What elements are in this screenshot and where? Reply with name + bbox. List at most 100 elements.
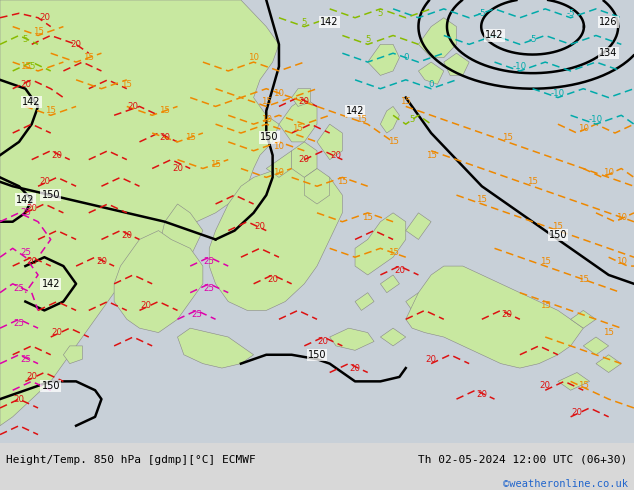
Polygon shape <box>266 151 292 177</box>
Text: 5: 5 <box>410 115 415 124</box>
Polygon shape <box>406 266 583 368</box>
Text: 5: 5 <box>302 18 307 26</box>
Polygon shape <box>418 62 444 84</box>
Text: 15: 15 <box>45 106 56 115</box>
Text: 20: 20 <box>254 221 266 231</box>
Text: Height/Temp. 850 hPa [gdmp][°C] ECMWF: Height/Temp. 850 hPa [gdmp][°C] ECMWF <box>6 455 256 465</box>
Text: 20: 20 <box>96 257 107 266</box>
Text: 150: 150 <box>307 350 327 360</box>
Polygon shape <box>209 169 342 311</box>
Text: 10: 10 <box>273 89 285 98</box>
Polygon shape <box>178 328 254 368</box>
Polygon shape <box>380 275 399 293</box>
Text: 20: 20 <box>140 301 152 311</box>
Polygon shape <box>596 355 621 372</box>
Text: 142: 142 <box>485 30 504 41</box>
Text: Th 02-05-2024 12:00 UTC (06+30): Th 02-05-2024 12:00 UTC (06+30) <box>418 455 628 465</box>
Text: 15: 15 <box>400 98 411 106</box>
Text: 5: 5 <box>365 35 370 45</box>
Text: 20: 20 <box>425 355 437 364</box>
Text: 15: 15 <box>210 160 221 169</box>
Text: 15: 15 <box>527 177 538 186</box>
Text: 15: 15 <box>362 213 373 222</box>
Text: 15: 15 <box>425 151 437 160</box>
Polygon shape <box>292 89 311 106</box>
Text: 15: 15 <box>387 137 399 147</box>
Text: 20: 20 <box>501 310 513 319</box>
Text: -5: -5 <box>477 9 486 18</box>
Text: 25: 25 <box>191 310 202 319</box>
Polygon shape <box>418 18 456 58</box>
Text: 10: 10 <box>273 142 285 151</box>
Text: 20: 20 <box>26 257 37 266</box>
Text: 20: 20 <box>51 328 63 337</box>
Text: 142: 142 <box>320 17 339 27</box>
Text: ©weatheronline.co.uk: ©weatheronline.co.uk <box>503 479 628 490</box>
Text: 15: 15 <box>337 177 348 186</box>
Text: 20: 20 <box>394 266 405 275</box>
Text: 20: 20 <box>299 155 310 164</box>
Text: 142: 142 <box>16 195 35 204</box>
Text: -10: -10 <box>551 89 565 98</box>
Text: 20: 20 <box>51 151 63 160</box>
Text: 10: 10 <box>248 53 259 62</box>
Text: 25: 25 <box>20 355 31 364</box>
Polygon shape <box>380 328 406 346</box>
Text: 15: 15 <box>356 115 367 124</box>
Text: 20: 20 <box>318 337 329 346</box>
Text: 0: 0 <box>403 53 408 62</box>
Text: 10: 10 <box>616 213 627 222</box>
Text: -5: -5 <box>528 35 537 45</box>
Text: 15: 15 <box>578 381 589 391</box>
Text: 5: 5 <box>378 9 383 18</box>
Text: 15: 15 <box>540 301 551 311</box>
Polygon shape <box>330 328 374 350</box>
Text: 5: 5 <box>29 62 34 71</box>
Text: 142: 142 <box>346 106 365 116</box>
Text: 10: 10 <box>616 257 627 266</box>
Text: 20: 20 <box>39 13 50 22</box>
Text: 25: 25 <box>20 208 31 218</box>
Text: 25: 25 <box>13 284 25 293</box>
Text: 150: 150 <box>548 230 567 240</box>
Polygon shape <box>304 169 330 204</box>
Text: 134: 134 <box>600 48 618 58</box>
Polygon shape <box>279 98 317 142</box>
Text: 15: 15 <box>184 133 196 142</box>
Polygon shape <box>0 0 279 426</box>
Text: 20: 20 <box>540 381 551 391</box>
Text: 20: 20 <box>121 230 133 240</box>
Text: 15: 15 <box>261 98 272 106</box>
Text: 25: 25 <box>13 319 25 328</box>
Text: 20: 20 <box>39 177 50 186</box>
Text: 150: 150 <box>41 190 60 200</box>
Text: 15: 15 <box>83 53 94 62</box>
Text: 20: 20 <box>26 204 37 213</box>
Text: 126: 126 <box>599 17 618 27</box>
Polygon shape <box>368 44 399 75</box>
Text: 10: 10 <box>261 115 272 124</box>
Polygon shape <box>355 293 374 311</box>
Polygon shape <box>380 106 399 133</box>
Text: 20: 20 <box>159 133 171 142</box>
Polygon shape <box>114 231 203 333</box>
Text: 20: 20 <box>70 40 82 49</box>
Text: 20: 20 <box>267 275 278 284</box>
Text: 25: 25 <box>20 248 31 257</box>
Text: 20: 20 <box>571 408 583 417</box>
Text: 15: 15 <box>159 106 171 115</box>
Text: 5: 5 <box>23 35 28 45</box>
Text: 25: 25 <box>204 257 215 266</box>
Text: 150: 150 <box>260 132 279 143</box>
Text: 15: 15 <box>32 26 44 36</box>
Text: 20: 20 <box>349 364 361 372</box>
Polygon shape <box>406 213 431 240</box>
Text: 20: 20 <box>172 164 183 173</box>
Polygon shape <box>406 293 425 311</box>
Text: 15: 15 <box>552 221 564 231</box>
Text: 20: 20 <box>26 372 37 381</box>
Text: 15: 15 <box>20 62 31 71</box>
Polygon shape <box>292 142 317 177</box>
Text: 15: 15 <box>578 275 589 284</box>
Polygon shape <box>317 124 342 160</box>
